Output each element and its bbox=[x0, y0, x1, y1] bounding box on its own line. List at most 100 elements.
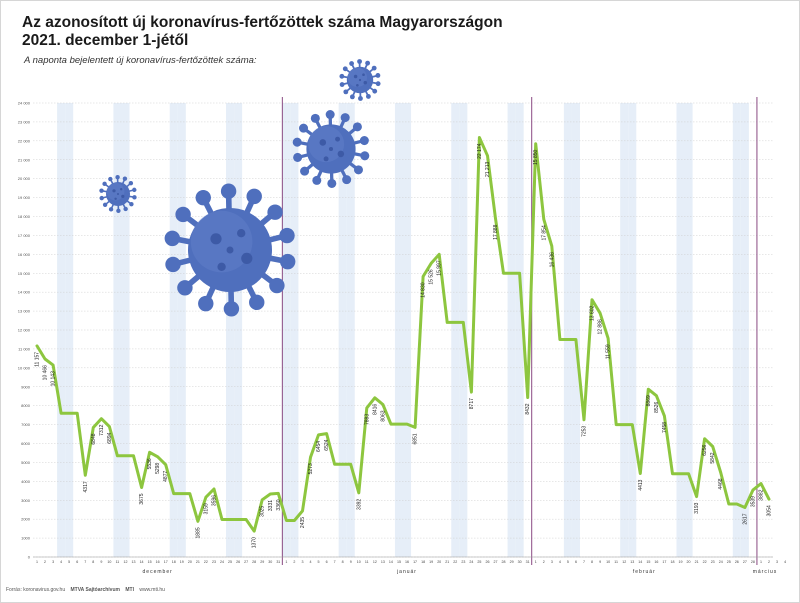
data-point bbox=[438, 253, 440, 256]
footer-source: Forrás: koronavirus.gov.hu bbox=[6, 587, 66, 593]
x-tick-label: 8 bbox=[92, 560, 94, 564]
weekend-band bbox=[684, 103, 693, 557]
x-tick-label: 25 bbox=[228, 560, 232, 564]
data-label: 3360 bbox=[276, 499, 282, 510]
x-tick-label: 19 bbox=[679, 560, 683, 564]
data-point bbox=[727, 503, 730, 505]
data-label: 15 850 bbox=[533, 149, 539, 165]
data-point bbox=[52, 364, 54, 366]
x-tick-label: 14 bbox=[638, 560, 642, 564]
x-tick-label: 24 bbox=[220, 560, 224, 564]
data-point bbox=[631, 423, 634, 426]
x-tick-label: 7 bbox=[334, 560, 336, 564]
data-label: 3539 bbox=[750, 496, 756, 507]
x-tick-label: 7 bbox=[583, 560, 585, 564]
data-label: 8717 bbox=[469, 398, 475, 409]
x-tick-label: 10 bbox=[606, 560, 610, 564]
data-point bbox=[269, 493, 272, 495]
x-tick-label: 3 bbox=[52, 560, 54, 564]
y-tick-label: 11 000 bbox=[18, 346, 31, 351]
data-label: 1370 bbox=[252, 537, 258, 548]
data-point bbox=[398, 423, 400, 425]
data-label: 13 602 bbox=[590, 305, 596, 321]
series-line bbox=[35, 136, 771, 533]
data-point bbox=[671, 472, 674, 475]
data-label: 8416 bbox=[372, 404, 378, 415]
weekend-band bbox=[403, 103, 412, 557]
x-tick-label: 18 bbox=[421, 560, 425, 564]
data-point bbox=[382, 403, 384, 406]
y-tick-label: 6000 bbox=[21, 441, 31, 446]
y-tick-label: 12 000 bbox=[18, 328, 31, 333]
x-tick-label: 17 bbox=[662, 560, 666, 564]
x-tick-label: 5 bbox=[318, 560, 320, 564]
x-tick-label: 15 bbox=[646, 560, 650, 564]
x-tick-label: 11 bbox=[116, 560, 120, 564]
data-point bbox=[317, 434, 320, 436]
x-tick-label: 20 bbox=[188, 560, 192, 564]
data-point bbox=[518, 272, 521, 275]
x-tick-label: 4 bbox=[784, 560, 786, 564]
x-tick-label: 8 bbox=[342, 560, 344, 564]
data-point bbox=[744, 506, 746, 509]
footer-site: www.mti.hu bbox=[139, 587, 165, 593]
data-point bbox=[478, 136, 481, 139]
x-tick-label: 28 bbox=[751, 560, 755, 564]
data-label: 3675 bbox=[139, 493, 145, 504]
data-point bbox=[510, 272, 513, 275]
y-tick-label: 24 000 bbox=[18, 101, 31, 106]
data-point bbox=[736, 503, 738, 505]
x-tick-label: 14 bbox=[389, 560, 393, 564]
data-point bbox=[719, 471, 722, 474]
y-tick-label: 4000 bbox=[21, 479, 31, 484]
month-label: február bbox=[633, 569, 656, 575]
x-tick-label: 3 bbox=[301, 560, 303, 564]
data-point bbox=[374, 396, 376, 399]
y-tick-label: 15 000 bbox=[18, 271, 31, 276]
data-point bbox=[116, 454, 119, 457]
data-point bbox=[462, 321, 465, 324]
x-tick-label: 31 bbox=[276, 560, 280, 564]
x-tick-label: 2 bbox=[293, 560, 295, 564]
y-tick-label: 18 000 bbox=[18, 214, 31, 219]
data-label: 2617 bbox=[742, 513, 748, 524]
x-tick-label: 28 bbox=[502, 560, 506, 564]
data-point bbox=[703, 437, 706, 440]
data-label: 17 854 bbox=[541, 225, 547, 241]
x-tick-label: 5 bbox=[68, 560, 70, 564]
x-tick-label: 6 bbox=[575, 560, 577, 564]
x-tick-label: 15 bbox=[148, 560, 152, 564]
data-point bbox=[36, 345, 38, 347]
weekend-band bbox=[451, 103, 460, 557]
y-tick-label: 19 000 bbox=[18, 195, 31, 200]
y-tick-label: 10 000 bbox=[18, 365, 31, 370]
data-point bbox=[647, 388, 650, 391]
weekend-band bbox=[507, 103, 516, 557]
data-label: 3193 bbox=[694, 502, 700, 513]
x-tick-label: 17 bbox=[164, 560, 168, 564]
data-point bbox=[221, 518, 223, 521]
weekend-band bbox=[346, 103, 355, 557]
x-tick-label: 24 bbox=[469, 560, 473, 564]
data-label: 3054 bbox=[767, 505, 773, 516]
x-tick-label: 12 bbox=[373, 560, 377, 564]
x-tick-label: 2 bbox=[543, 560, 545, 564]
y-tick-label: 13 000 bbox=[18, 309, 31, 314]
data-point bbox=[567, 338, 569, 341]
data-label: 1885 bbox=[195, 527, 201, 538]
data-label: 2435 bbox=[300, 517, 306, 528]
data-point bbox=[414, 426, 416, 429]
x-tick-label: 4 bbox=[559, 560, 561, 564]
data-point bbox=[301, 510, 304, 512]
data-point bbox=[502, 272, 505, 275]
data-point bbox=[366, 407, 368, 409]
weekend-band bbox=[394, 103, 403, 557]
data-label: 12 886 bbox=[598, 319, 604, 335]
data-label: 3025 bbox=[260, 506, 266, 517]
data-point bbox=[551, 245, 553, 247]
data-label: 6894 bbox=[107, 432, 113, 443]
data-label: 5298 bbox=[155, 463, 161, 474]
data-label: 3159 bbox=[203, 503, 209, 514]
x-tick-label: 21 bbox=[445, 560, 449, 564]
